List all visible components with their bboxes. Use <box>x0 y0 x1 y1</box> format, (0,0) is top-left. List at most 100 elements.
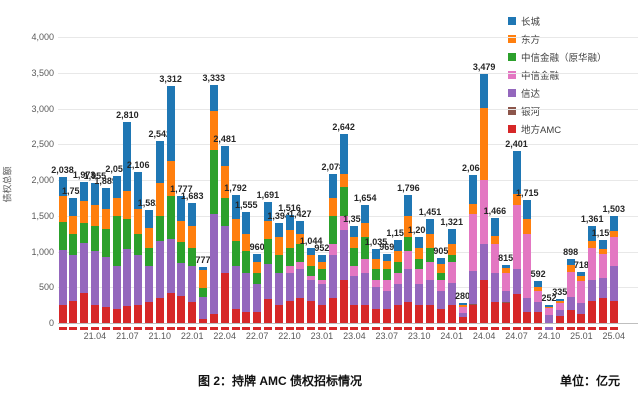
bar-segment <box>274 223 283 238</box>
bar-segment <box>328 174 337 198</box>
axis-dash <box>134 327 143 330</box>
bar-segment <box>566 265 575 273</box>
bar-segment <box>350 305 359 323</box>
bar-segment <box>188 265 197 302</box>
bar-22.11 <box>296 221 305 323</box>
bar-segment <box>523 200 532 220</box>
bar-23.11 <box>426 219 434 323</box>
bar-segment <box>555 302 564 310</box>
bar-segment <box>242 272 251 313</box>
bar-segment <box>90 304 99 323</box>
axis-dash <box>490 327 499 330</box>
bar-segment <box>458 305 467 308</box>
bar-segment <box>296 297 305 323</box>
bar-value-label: 2,401 <box>505 139 528 150</box>
bar-segment <box>350 226 359 238</box>
bar-22.01 <box>188 202 197 323</box>
axis-dash <box>609 327 618 330</box>
bar-segment <box>447 228 456 245</box>
axis-dash <box>123 327 132 330</box>
bar-segment <box>69 254 78 302</box>
bar-segment <box>469 203 478 215</box>
bar-value-label: 1,555 <box>235 199 258 210</box>
axis-dash <box>404 327 413 330</box>
bar-21.04 <box>90 183 99 323</box>
bar-segment <box>577 314 586 323</box>
axis-dash <box>80 327 89 330</box>
bar-segment <box>209 149 218 215</box>
bar-segment <box>90 226 99 252</box>
bar-21.10 <box>155 141 164 323</box>
bar-segment <box>609 215 618 232</box>
bar-segment <box>80 201 89 223</box>
bar-segment <box>296 221 305 234</box>
x-tick-label: 24.10 <box>537 331 561 341</box>
bar-segment <box>166 160 175 197</box>
bar-segment <box>58 250 67 306</box>
bar-24.04 <box>480 74 489 323</box>
legend-swatch-icon <box>508 89 516 97</box>
bar-segment <box>69 301 78 323</box>
legend-item: 中信金融（原华融） <box>508 50 607 64</box>
bar-segment <box>339 230 348 281</box>
bar-value-label: 1,516 <box>278 202 301 213</box>
bar-segment <box>80 292 89 323</box>
bar-segment <box>285 247 294 266</box>
bar-segment <box>350 237 359 248</box>
gridline <box>58 108 638 110</box>
bar-segment <box>404 301 413 323</box>
bar-segment <box>145 301 153 323</box>
x-tick-label: 23.10 <box>407 331 431 341</box>
bar-value-label: 952 <box>314 242 330 253</box>
bar-segment <box>90 204 99 227</box>
bar-segment <box>69 233 78 255</box>
bar-segment <box>566 272 575 298</box>
bar-segment <box>534 301 543 313</box>
bar-segment <box>361 222 370 238</box>
axis-dash <box>145 327 153 330</box>
bar-segment <box>469 214 478 272</box>
bar-segment <box>296 269 305 298</box>
y-tick-label: 4,000 <box>31 32 54 42</box>
bar-segment <box>382 290 391 309</box>
bar-segment <box>393 283 402 305</box>
bar-23.01 <box>317 254 326 323</box>
bar-segment <box>588 225 597 241</box>
bar-value-label: 1,427 <box>289 209 312 219</box>
gridline <box>58 287 638 289</box>
bar-segment <box>350 265 359 277</box>
bar-segment <box>220 197 229 227</box>
bar-segment <box>361 272 370 306</box>
bar-segment <box>599 277 607 298</box>
axis-dash <box>523 327 532 330</box>
bar-value-label: 1,889 <box>94 175 117 186</box>
bar-23.03 <box>339 134 348 323</box>
bar-value-label: 1,955 <box>83 171 107 182</box>
legend-label: 东方 <box>521 35 541 46</box>
axis-dash <box>58 327 67 330</box>
gridline <box>58 72 638 74</box>
bar-segment <box>588 280 597 302</box>
y-tick-label: 2,500 <box>31 139 54 150</box>
bar-value-label: 3,479 <box>472 62 496 73</box>
axis-dash <box>436 327 445 330</box>
bar-segment <box>469 305 478 323</box>
bar-segment <box>599 254 607 278</box>
bar-segment <box>469 303 478 306</box>
bar-segment <box>253 283 262 313</box>
bar-segment <box>317 279 326 284</box>
bar-segment <box>285 229 294 248</box>
bar-segment <box>145 265 153 302</box>
axis-dash <box>555 327 564 330</box>
bar-22.05 <box>231 194 240 323</box>
bar-value-label: 592 <box>530 268 546 279</box>
bar-value-label: 1,777 <box>170 183 193 194</box>
bar-22.09 <box>274 223 283 323</box>
bar-21.11 <box>166 86 175 323</box>
bar-segment <box>307 255 316 266</box>
bar-segment <box>512 194 521 205</box>
bar-25.04 <box>609 215 618 324</box>
bar-value-label: 1,357 <box>343 214 366 224</box>
bar-segment <box>382 253 391 261</box>
bar-23.06 <box>372 249 380 323</box>
